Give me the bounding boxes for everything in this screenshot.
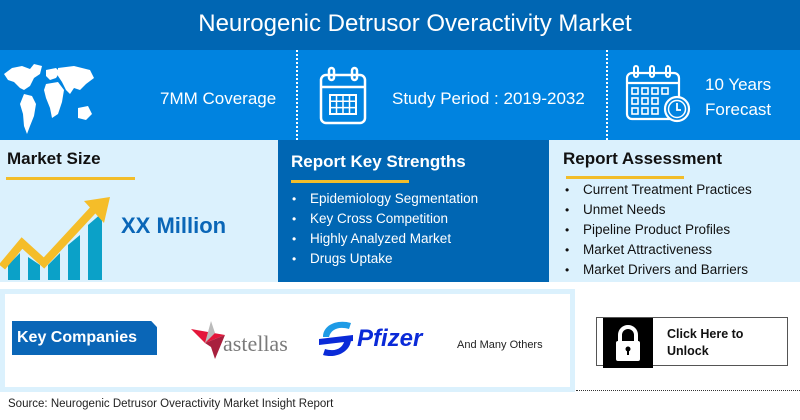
- growth-chart-icon: [0, 197, 110, 280]
- dotted-divider: [576, 390, 800, 391]
- key-strengths-title: Report Key Strengths: [291, 152, 466, 171]
- list-item: Market Drivers and Barriers: [565, 260, 752, 280]
- unlock-label: Click Here to Unlock: [667, 326, 743, 360]
- list-item: Highly Analyzed Market: [292, 229, 478, 249]
- and-many-others-text: And Many Others: [457, 339, 543, 351]
- forecast-label-line2: Forecast: [705, 100, 772, 119]
- key-companies-label: Key Companies: [12, 321, 157, 355]
- page-title: Neurogenic Detrusor Overactivity Market: [0, 0, 800, 50]
- calendar-clock-icon: [625, 65, 691, 123]
- astellas-star-icon: [191, 321, 225, 359]
- report-assessment-panel: Report Assessment Current Treatment Prac…: [545, 140, 800, 282]
- unlock-button[interactable]: Click Here to Unlock: [596, 317, 788, 368]
- key-strengths-list: Epidemiology Segmentation Key Cross Comp…: [292, 189, 478, 269]
- title-text: Neurogenic Detrusor Overactivity Market: [198, 10, 632, 37]
- divider: [296, 50, 298, 140]
- title-underline: [566, 176, 684, 179]
- list-item: Drugs Uptake: [292, 249, 478, 269]
- world-map-icon: [4, 64, 94, 134]
- list-item: Market Attractiveness: [565, 240, 752, 260]
- study-period-label: Study Period : 2019-2032: [392, 89, 585, 108]
- list-item: Unmet Needs: [565, 200, 752, 220]
- highlights-band: 7MM Coverage Study Period : 2019-2032 10…: [0, 50, 800, 140]
- assessment-list: Current Treatment Practices Unmet Needs …: [565, 180, 752, 280]
- astellas-wordmark: astellas: [223, 331, 288, 356]
- pfizer-helix-icon: [319, 321, 353, 357]
- source-caption: Source: Neurogenic Detrusor Overactivity…: [8, 398, 334, 410]
- calendar-icon: [319, 66, 367, 125]
- list-item: Current Treatment Practices: [565, 180, 752, 200]
- report-assessment-title: Report Assessment: [563, 149, 723, 168]
- list-item: Pipeline Product Profiles: [565, 220, 752, 240]
- key-companies-panel: Key Companies astellas Pfizer And Many O…: [0, 289, 575, 392]
- coverage-label: 7MM Coverage: [160, 89, 277, 108]
- pfizer-wordmark: Pfizer: [357, 325, 423, 352]
- list-item: Epidemiology Segmentation: [292, 189, 478, 209]
- key-strengths-panel: Report Key Strengths Epidemiology Segmen…: [278, 140, 545, 282]
- market-size-title: Market Size: [7, 149, 101, 168]
- divider: [606, 50, 608, 140]
- unlock-label-line1: Click Here to: [667, 327, 744, 341]
- unlock-label-line2: Unlock: [667, 344, 709, 358]
- title-underline: [291, 180, 409, 183]
- lock-icon-box: [603, 318, 653, 368]
- title-underline: [6, 177, 135, 180]
- list-item: Key Cross Competition: [292, 209, 478, 229]
- market-size-value: XX Million: [121, 213, 227, 238]
- forecast-label-line1: 10 Years: [705, 75, 772, 94]
- market-size-panel: Market Size XX Million: [0, 140, 278, 282]
- lock-icon: [616, 325, 640, 361]
